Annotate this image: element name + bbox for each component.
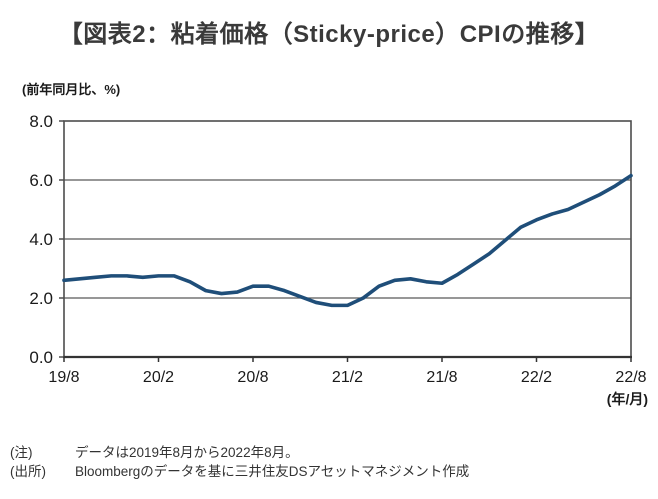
note-label: (注): [10, 445, 33, 460]
y-axis-tick-label: 4.0: [29, 230, 53, 249]
x-axis-tick-label: 22/8: [615, 369, 646, 386]
source-text: Bloombergのデータを基に三井住友DSアセットマネジメント作成: [75, 464, 470, 479]
y-axis-tick-label: 8.0: [29, 112, 53, 131]
y-axis-unit-label: (前年同月比、%): [22, 82, 121, 97]
note-text: データは2019年8月から2022年8月。: [75, 445, 299, 460]
sticky-price-cpi-line: [62, 173, 633, 308]
source-label: (出所): [10, 464, 46, 479]
figure-title: 【図表2：粘着価格（Sticky-price）CPIの推移】: [58, 21, 600, 48]
note-row-data-source: (出所) Bloombergのデータを基に三井住友DSアセットマネジメント作成: [10, 462, 650, 481]
y-axis-tick-label: 0.0: [29, 348, 53, 367]
x-axis-tick-label: 21/2: [332, 369, 363, 386]
x-axis-unit-label: (年/月): [606, 391, 648, 407]
y-axis-tick-label: 2.0: [29, 289, 53, 308]
x-axis-tick-label: 22/2: [521, 369, 552, 386]
note-row-source-note: (注) データは2019年8月から2022年8月。: [10, 443, 650, 462]
x-axis-tick-label: 20/2: [143, 369, 174, 386]
x-axis-tick-label: 20/8: [237, 369, 268, 386]
x-axis-tick-label: 19/8: [48, 369, 79, 386]
x-axis-tick-label: 21/8: [426, 369, 457, 386]
footnotes: (注) データは2019年8月から2022年8月。 (出所) Bloomberg…: [10, 443, 650, 481]
y-axis-tick-label: 6.0: [29, 171, 53, 190]
cpi-line-chart: 8.0 6.0 4.0 2.0 0.0 19/8 20/2 20/8 21/2 21/8 22/2 2…: [29, 112, 646, 386]
